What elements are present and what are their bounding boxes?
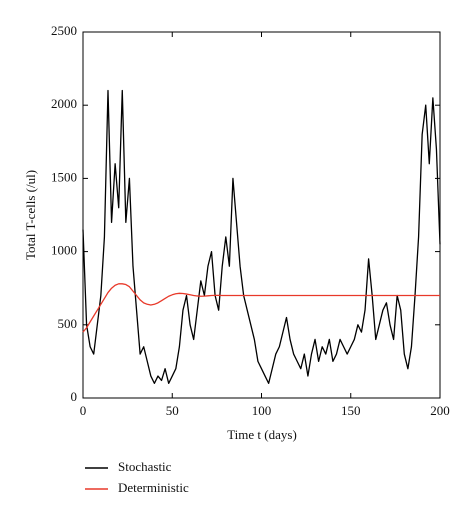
data-line <box>82 89 441 385</box>
x-axis-label: Time t (days) <box>227 427 297 442</box>
plot-frame <box>82 31 441 399</box>
data-line <box>82 283 440 333</box>
y-tick-label: 500 <box>58 316 78 331</box>
y-tick-label: 2000 <box>51 96 77 111</box>
x-tick-label: 200 <box>430 403 450 418</box>
y-tick-label: 1000 <box>51 243 77 258</box>
x-tick-label: 0 <box>80 403 87 418</box>
y-axis-label: Total T-cells (/ul) <box>23 170 38 260</box>
legend-label: Stochastic <box>118 459 172 474</box>
x-tick-label: 100 <box>252 403 272 418</box>
x-tick-label: 150 <box>341 403 361 418</box>
y-tick-label: 2500 <box>51 23 77 38</box>
x-tick-label: 50 <box>166 403 179 418</box>
y-tick-label: 1500 <box>51 169 77 184</box>
legend-label: Deterministic <box>118 480 189 495</box>
y-tick-label: 0 <box>71 389 78 404</box>
